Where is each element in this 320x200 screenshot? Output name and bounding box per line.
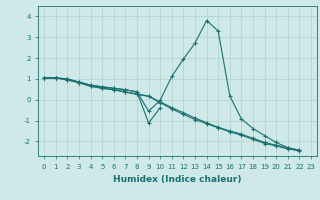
X-axis label: Humidex (Indice chaleur): Humidex (Indice chaleur) [113, 175, 242, 184]
